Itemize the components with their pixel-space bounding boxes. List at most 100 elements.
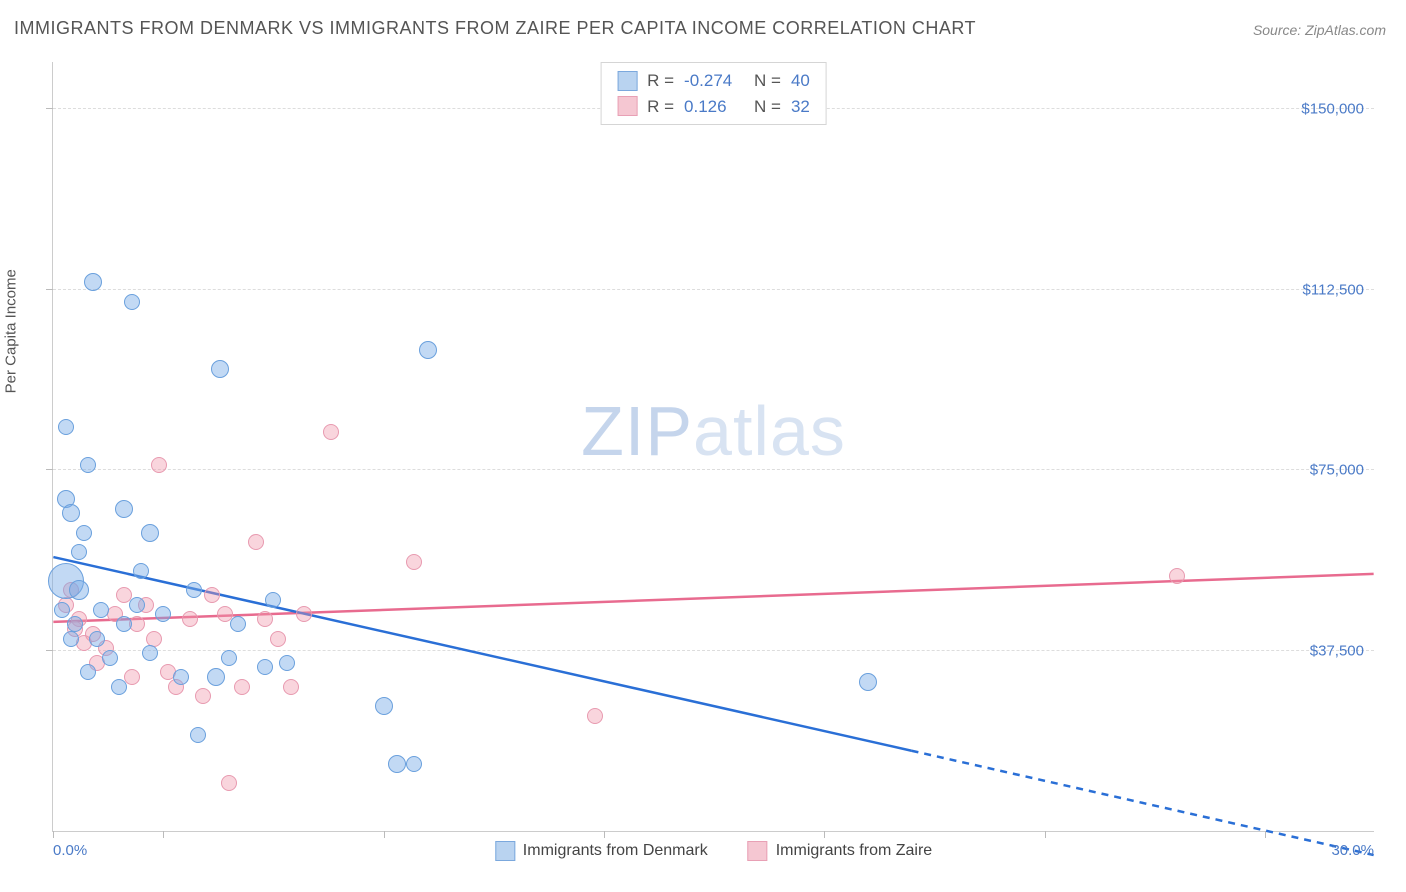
scatter-point [234, 679, 250, 695]
scatter-point [283, 679, 299, 695]
scatter-point [270, 631, 286, 647]
scatter-point [124, 669, 140, 685]
stats-n-label-1: N = [754, 68, 781, 94]
scatter-point [186, 582, 202, 598]
legend-item-series2: Immigrants from Zaire [748, 841, 932, 861]
scatter-point [257, 659, 273, 675]
scatter-point [71, 544, 87, 560]
scatter-point [54, 602, 70, 618]
source-attribution: Source: ZipAtlas.com [1253, 22, 1386, 38]
x-tick [163, 831, 164, 838]
chart-plot-area: Per Capita Income ZIPatlas $37,500$75,00… [52, 62, 1374, 832]
scatter-point [80, 664, 96, 680]
scatter-point [248, 534, 264, 550]
stats-row-series2: R = 0.126 N = 32 [617, 94, 810, 120]
scatter-point [279, 655, 295, 671]
scatter-point [69, 580, 89, 600]
stats-r-value-2: 0.126 [684, 94, 744, 120]
scatter-point [111, 679, 127, 695]
scatter-point [375, 697, 393, 715]
scatter-point [221, 650, 237, 666]
scatter-point [142, 645, 158, 661]
x-tick [384, 831, 385, 838]
scatter-point [155, 606, 171, 622]
x-tick [1265, 831, 1266, 838]
y-tick [46, 469, 53, 470]
scatter-point [93, 602, 109, 618]
x-axis-min-label: 0.0% [53, 842, 87, 859]
scatter-point [62, 504, 80, 522]
stats-n-value-2: 32 [791, 94, 810, 120]
scatter-point [115, 500, 133, 518]
scatter-point [182, 611, 198, 627]
scatter-point [133, 563, 149, 579]
scatter-point [129, 597, 145, 613]
watermark: ZIPatlas [581, 391, 846, 471]
y-tick [46, 108, 53, 109]
y-tick [46, 289, 53, 290]
scatter-point [1169, 568, 1185, 584]
scatter-point [102, 650, 118, 666]
legend-item-series1: Immigrants from Denmark [495, 841, 708, 861]
scatter-point [406, 756, 422, 772]
scatter-point [265, 592, 281, 608]
trend-lines [53, 62, 1374, 831]
x-axis-max-label: 30.0% [1331, 842, 1374, 859]
scatter-point [221, 775, 237, 791]
scatter-point [190, 727, 206, 743]
x-tick [824, 831, 825, 838]
legend-label-series1: Immigrants from Denmark [523, 842, 708, 860]
scatter-point [230, 616, 246, 632]
stats-swatch-blue [617, 71, 637, 91]
gridline [53, 289, 1374, 290]
scatter-point [257, 611, 273, 627]
x-tick [1045, 831, 1046, 838]
y-tick [46, 650, 53, 651]
stats-r-value-1: -0.274 [684, 68, 744, 94]
stats-r-label-2: R = [647, 94, 674, 120]
legend: Immigrants from Denmark Immigrants from … [495, 841, 932, 861]
scatter-point [587, 708, 603, 724]
watermark-atlas: atlas [693, 392, 846, 470]
scatter-point [195, 688, 211, 704]
stats-r-label-1: R = [647, 68, 674, 94]
scatter-point [173, 669, 189, 685]
legend-swatch-blue [495, 841, 515, 861]
scatter-point [151, 457, 167, 473]
scatter-point [207, 668, 225, 686]
legend-label-series2: Immigrants from Zaire [776, 842, 932, 860]
stats-swatch-pink [617, 96, 637, 116]
gridline [53, 469, 1374, 470]
x-tick [604, 831, 605, 838]
x-tick [53, 831, 54, 838]
scatter-point [89, 631, 105, 647]
scatter-point [84, 273, 102, 291]
scatter-point [63, 631, 79, 647]
scatter-point [80, 457, 96, 473]
scatter-point [296, 606, 312, 622]
scatter-point [211, 360, 229, 378]
scatter-point [76, 525, 92, 541]
y-tick-label: $75,000 [1310, 462, 1364, 479]
scatter-point [58, 419, 74, 435]
y-axis-label: Per Capita Income [3, 269, 20, 393]
chart-title: IMMIGRANTS FROM DENMARK VS IMMIGRANTS FR… [14, 18, 976, 39]
scatter-point [406, 554, 422, 570]
scatter-point [419, 341, 437, 359]
gridline [53, 650, 1374, 651]
scatter-point [323, 424, 339, 440]
scatter-point [116, 616, 132, 632]
scatter-point [859, 673, 877, 691]
y-tick-label: $112,500 [1303, 281, 1364, 298]
legend-swatch-pink [748, 841, 768, 861]
watermark-zip: ZIP [581, 392, 693, 470]
stats-row-series1: R = -0.274 N = 40 [617, 68, 810, 94]
scatter-point [204, 587, 220, 603]
scatter-point [124, 294, 140, 310]
scatter-point [141, 524, 159, 542]
y-tick-label: $37,500 [1310, 642, 1364, 659]
scatter-point [388, 755, 406, 773]
stats-n-value-1: 40 [791, 68, 810, 94]
stats-box: R = -0.274 N = 40 R = 0.126 N = 32 [600, 62, 827, 125]
stats-n-label-2: N = [754, 94, 781, 120]
